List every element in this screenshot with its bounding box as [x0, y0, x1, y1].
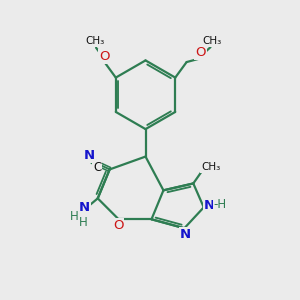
- Text: O: O: [195, 46, 206, 59]
- Text: N: N: [180, 228, 191, 241]
- Text: H: H: [70, 210, 79, 223]
- Text: C: C: [93, 161, 101, 174]
- Text: -H: -H: [214, 198, 227, 212]
- Text: CH₃: CH₃: [202, 162, 221, 172]
- Text: N: N: [84, 149, 95, 162]
- Text: CH₃: CH₃: [202, 36, 222, 46]
- Text: O: O: [99, 50, 110, 63]
- Text: N: N: [79, 201, 90, 214]
- Text: O: O: [113, 219, 123, 232]
- Text: CH₃: CH₃: [85, 36, 104, 46]
- Text: N: N: [204, 199, 215, 212]
- Text: H: H: [79, 216, 88, 229]
